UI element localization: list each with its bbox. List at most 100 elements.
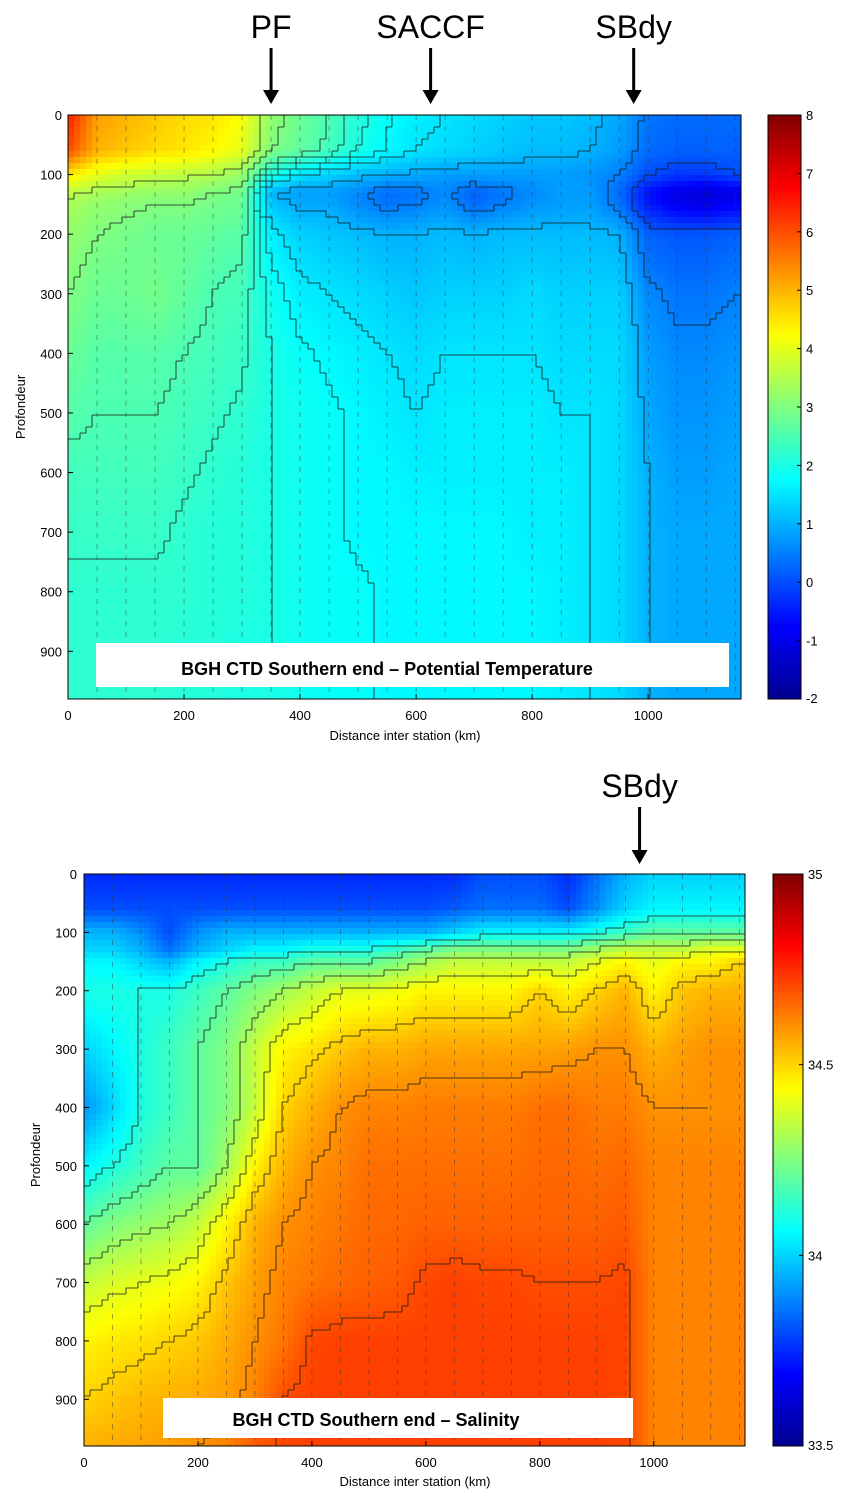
field-cell	[164, 115, 171, 122]
field-cell	[644, 187, 651, 194]
field-cell	[68, 259, 75, 266]
field-cell	[572, 121, 579, 128]
field-cell	[200, 319, 207, 326]
field-cell	[734, 151, 741, 158]
field-cell	[86, 307, 93, 314]
field-cell	[104, 373, 111, 380]
field-cell	[584, 253, 591, 260]
field-cell	[572, 127, 579, 134]
field-cell	[560, 223, 567, 230]
field-cell	[626, 349, 633, 356]
field-cell	[164, 223, 171, 230]
field-cell	[266, 223, 273, 230]
field-cell	[686, 361, 693, 368]
field-cell	[392, 127, 399, 134]
field-cell	[728, 211, 735, 218]
field-cell	[392, 367, 399, 374]
field-cell	[734, 133, 741, 140]
field-cell	[590, 145, 597, 152]
field-cell	[386, 259, 393, 266]
field-cell	[362, 187, 369, 194]
field-cell	[638, 181, 645, 188]
field-cell	[182, 127, 189, 134]
field-cell	[428, 253, 435, 260]
field-cell	[140, 151, 147, 158]
field-cell	[164, 349, 171, 356]
field-cell	[512, 355, 519, 362]
field-cell	[194, 319, 201, 326]
field-cell	[116, 289, 123, 296]
field-cell	[512, 193, 519, 200]
field-cell	[290, 337, 297, 344]
field-cell	[272, 181, 279, 188]
field-cell	[530, 337, 537, 344]
field-cell	[452, 169, 459, 176]
field-cell	[560, 367, 567, 374]
field-cell	[308, 163, 315, 170]
field-cell	[458, 187, 465, 194]
field-cell	[548, 241, 555, 248]
field-cell	[188, 223, 195, 230]
field-cell	[704, 283, 711, 290]
field-cell	[218, 151, 225, 158]
field-cell	[452, 181, 459, 188]
field-cell	[350, 115, 357, 122]
field-cell	[284, 157, 291, 164]
field-cell	[98, 235, 105, 242]
field-cell	[68, 337, 75, 344]
field-cell	[722, 265, 729, 272]
field-cell	[134, 355, 141, 362]
field-cell	[284, 319, 291, 326]
field-cell	[194, 301, 201, 308]
field-cell	[704, 367, 711, 374]
field-cell	[530, 301, 537, 308]
field-cell	[644, 277, 651, 284]
field-cell	[572, 325, 579, 332]
field-cell	[218, 301, 225, 308]
field-cell	[206, 313, 213, 320]
field-cell	[134, 199, 141, 206]
field-cell	[92, 181, 99, 188]
field-cell	[266, 241, 273, 248]
field-cell	[704, 349, 711, 356]
field-cell	[488, 301, 495, 308]
field-cell	[638, 169, 645, 176]
field-cell	[656, 181, 663, 188]
field-cell	[644, 271, 651, 278]
field-cell	[620, 373, 627, 380]
field-cell	[710, 301, 717, 308]
field-cell	[686, 151, 693, 158]
field-cell	[188, 181, 195, 188]
field-cell	[608, 241, 615, 248]
field-cell	[476, 157, 483, 164]
field-cell	[716, 145, 723, 152]
field-cell	[344, 265, 351, 272]
field-cell	[626, 181, 633, 188]
field-cell	[650, 199, 657, 206]
field-cell	[314, 181, 321, 188]
field-cell	[554, 337, 561, 344]
field-cell	[722, 169, 729, 176]
field-cell	[494, 343, 501, 350]
field-cell	[638, 175, 645, 182]
field-cell	[476, 217, 483, 224]
field-cell	[194, 223, 201, 230]
field-cell	[488, 199, 495, 206]
field-cell	[668, 127, 675, 134]
field-cell	[482, 307, 489, 314]
field-cell	[242, 235, 249, 242]
field-cell	[278, 163, 285, 170]
field-cell	[188, 115, 195, 122]
field-cell	[200, 331, 207, 338]
field-cell	[698, 115, 705, 122]
field-cell	[314, 205, 321, 212]
field-cell	[194, 271, 201, 278]
field-cell	[680, 241, 687, 248]
field-cell	[248, 175, 255, 182]
field-cell	[464, 355, 471, 362]
field-cell	[320, 151, 327, 158]
field-cell	[458, 223, 465, 230]
field-cell	[452, 211, 459, 218]
field-cell	[494, 211, 501, 218]
field-cell	[398, 157, 405, 164]
